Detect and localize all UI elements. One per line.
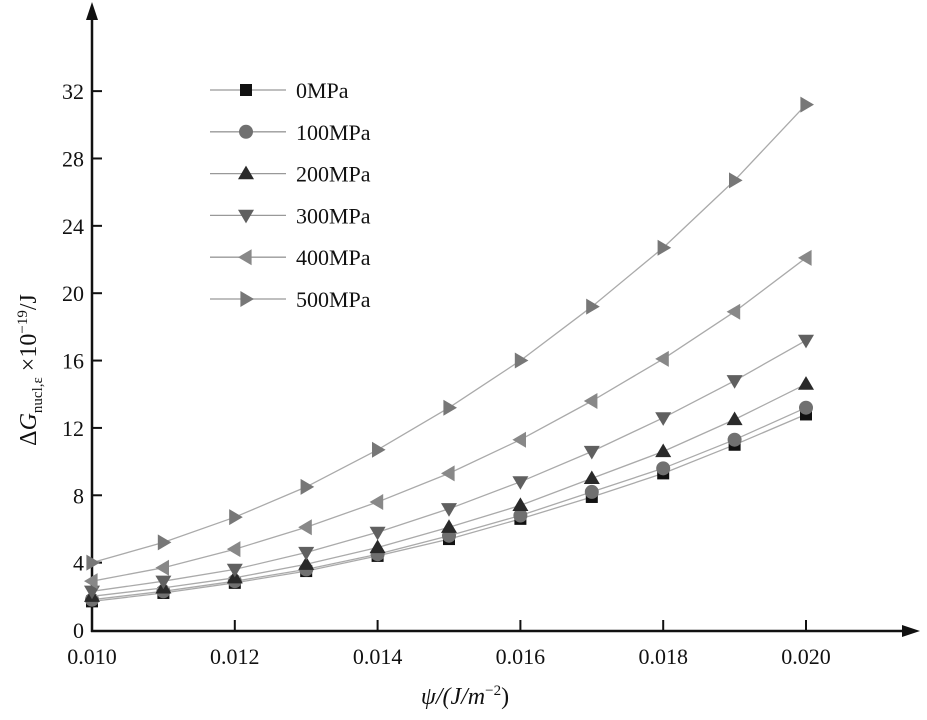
data-point xyxy=(441,519,457,533)
legend-marker xyxy=(238,249,252,266)
legend-item: 300MPa xyxy=(210,203,371,228)
data-point xyxy=(300,478,315,495)
data-point xyxy=(84,585,100,600)
legend-item: 500MPa xyxy=(210,287,371,312)
x-tick-label: 0.018 xyxy=(638,644,688,669)
data-point xyxy=(369,494,384,511)
x-ticks: 0.010 0.012 0.014 0.016 0.018 0.020 xyxy=(67,620,831,669)
legend-label: 400MPa xyxy=(296,245,371,270)
data-point xyxy=(655,443,672,458)
data-point xyxy=(583,392,598,409)
data-point xyxy=(155,575,172,590)
data-point xyxy=(443,399,457,416)
data-point xyxy=(369,526,386,541)
legend-marker xyxy=(239,124,253,139)
x-tick-label: 0.010 xyxy=(67,644,117,669)
data-point xyxy=(441,503,457,517)
legend-marker xyxy=(240,84,252,96)
data-point xyxy=(298,519,312,536)
data-point xyxy=(729,172,743,189)
data-point xyxy=(798,334,814,349)
data-point xyxy=(369,539,386,554)
series-400MPa xyxy=(84,249,812,590)
series-200MPa xyxy=(84,376,814,602)
data-point xyxy=(226,563,243,578)
x-tick-label: 0.016 xyxy=(496,644,546,669)
data-point xyxy=(441,465,455,482)
x-axis-arrow xyxy=(902,625,920,637)
x-tick-label: 0.020 xyxy=(781,644,831,669)
axes xyxy=(86,2,920,637)
data-point xyxy=(799,400,813,415)
data-point xyxy=(157,534,172,551)
legend-label: 0MPa xyxy=(296,78,349,103)
data-point xyxy=(514,352,529,369)
data-point xyxy=(584,484,599,499)
y-tick-label: 8 xyxy=(73,483,84,508)
y-tick-label: 16 xyxy=(62,349,84,374)
data-point xyxy=(86,554,100,571)
y-tick-label: 24 xyxy=(62,214,84,239)
legend-label: 500MPa xyxy=(296,287,371,312)
data-point xyxy=(800,96,814,113)
data-point xyxy=(726,411,743,426)
series-300MPa xyxy=(84,334,814,600)
legend-marker xyxy=(238,165,254,180)
series-line xyxy=(91,383,807,597)
legend-item: 200MPa xyxy=(210,162,371,187)
data-point xyxy=(512,431,526,448)
data-point xyxy=(726,303,741,320)
legend-item: 0MPa xyxy=(210,78,349,103)
y-tick-label: 32 xyxy=(62,79,84,104)
data-point xyxy=(583,445,600,460)
data-point xyxy=(298,556,315,570)
data-point xyxy=(655,412,672,426)
x-tick-label: 0.014 xyxy=(353,644,403,669)
y-tick-label: 12 xyxy=(62,416,84,441)
legend-marker xyxy=(240,291,254,307)
data-point xyxy=(513,508,528,523)
data-point xyxy=(372,441,386,458)
legend-marker xyxy=(238,209,254,224)
data-point xyxy=(226,541,241,558)
data-point xyxy=(512,476,529,490)
data-point xyxy=(798,376,814,390)
y-tick-label: 20 xyxy=(62,281,84,306)
series-line xyxy=(91,339,807,592)
data-point xyxy=(798,249,812,266)
y-ticks: 0 4 8 12 16 20 24 28 32 xyxy=(62,79,102,643)
legend-label: 200MPa xyxy=(296,162,371,187)
data-point xyxy=(657,239,672,256)
x-axis-label: ψ/(J/m−2) xyxy=(421,683,509,710)
data-point xyxy=(84,573,98,590)
series-group xyxy=(84,96,814,608)
y-axis-arrow xyxy=(86,2,98,20)
legend-label: 100MPa xyxy=(296,120,371,145)
legend-item: 400MPa xyxy=(210,245,371,270)
data-point xyxy=(656,461,671,476)
y-tick-label: 0 xyxy=(73,618,84,643)
y-tick-label: 4 xyxy=(73,551,84,576)
y-tick-label: 28 xyxy=(62,146,84,171)
data-point xyxy=(298,546,315,561)
data-point xyxy=(155,559,169,576)
data-point xyxy=(727,432,742,447)
data-point xyxy=(512,497,529,511)
data-point xyxy=(655,350,669,367)
data-point xyxy=(229,509,243,526)
series-500MPa xyxy=(86,96,814,571)
data-point xyxy=(586,298,600,315)
legend-label: 300MPa xyxy=(296,203,371,228)
y-axis-label: ΔGnucl,ε ×10−19/J xyxy=(15,294,46,446)
x-tick-label: 0.012 xyxy=(210,644,260,669)
data-point xyxy=(583,470,600,485)
series-line xyxy=(91,104,807,564)
legend-item: 100MPa xyxy=(210,120,371,145)
legend: 0MPa 100MPa 200MPa 300MPa 400MPa 500MPa xyxy=(210,78,371,312)
data-point xyxy=(726,375,743,389)
